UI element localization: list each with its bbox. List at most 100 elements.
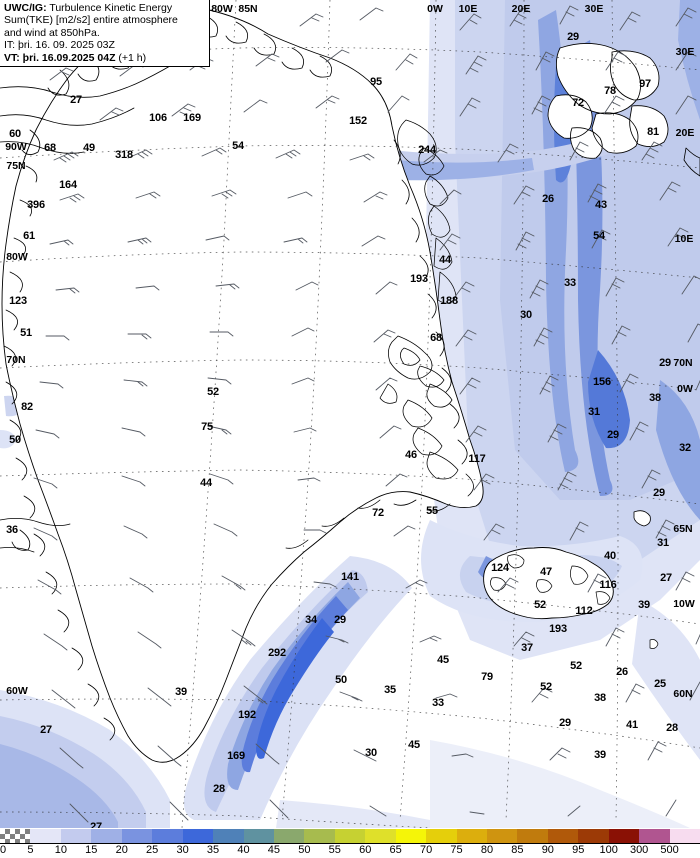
colorbar-swatch[interactable] xyxy=(517,829,548,844)
colorbar-swatch[interactable] xyxy=(365,829,396,844)
tke-value-label: 95 xyxy=(370,76,382,88)
tke-value-label: 40 xyxy=(604,550,616,562)
colorbar-swatch[interactable] xyxy=(152,829,183,844)
colorbar-tick: 70 xyxy=(419,844,433,856)
graticule-label-right-2: 10E xyxy=(674,233,694,245)
tke-value-label: 61 xyxy=(23,230,35,242)
tke-value-label: 43 xyxy=(595,199,607,211)
tke-value-label: 30 xyxy=(365,747,377,759)
tke-value-label: 25 xyxy=(654,678,666,690)
tke-value-label: 39 xyxy=(594,749,606,761)
colorbar-swatches[interactable] xyxy=(0,828,700,844)
tke-value-label: 50 xyxy=(9,434,21,446)
colorbar-tick: 50 xyxy=(298,844,311,856)
valid-time-row: VT: þri. 16.09.2025 04Z (+1 h) xyxy=(4,52,206,64)
colorbar-tick: 80 xyxy=(480,844,494,856)
colorbar-swatch[interactable] xyxy=(426,829,457,844)
graticule-label-left-1: 75N xyxy=(6,160,26,172)
tke-value-label: 81 xyxy=(647,126,659,138)
tke-value-label: 52 xyxy=(570,660,582,672)
colorbar-swatch[interactable] xyxy=(334,829,366,844)
tke-value-label: 188 xyxy=(440,295,458,307)
tke-value-label: 123 xyxy=(9,295,27,307)
graticule-label-right-0: 30E xyxy=(675,46,695,58)
tke-value-label: 29 xyxy=(567,31,579,43)
colorbar-tick: 100 xyxy=(599,844,618,856)
colorbar-tick: 75 xyxy=(450,844,463,856)
colorbar-swatch[interactable] xyxy=(639,829,670,844)
tke-value-label: 396 xyxy=(27,199,45,211)
graticule-label-top-0: 80W xyxy=(211,3,233,15)
tke-value-label: 106 xyxy=(149,112,167,124)
graticule-label-top-5: 30E xyxy=(584,3,604,15)
tke-value-label: 39 xyxy=(638,599,650,611)
graticule-label-right-3: 70N xyxy=(673,357,693,369)
colorbar[interactable]: 0 5 10 15 20 25 30 35 40 45 50 55 60 65 70 75 80 85 90 95 10… xyxy=(0,828,700,858)
title-product-2-row: Sum(TKE) [m2/s2] entire atmosphere xyxy=(4,14,206,26)
colorbar-swatch[interactable] xyxy=(578,829,609,844)
title-product-3: and wind at 850hPa. xyxy=(4,26,100,39)
tke-value-label: 33 xyxy=(564,277,576,289)
colorbar-tick: 25 xyxy=(146,844,159,856)
init-time-row: IT: þri. 16. 09. 2025 03Z xyxy=(4,39,206,51)
tke-value-label: 116 xyxy=(599,579,617,591)
graticule-label-left-2: 80W xyxy=(6,251,28,263)
colorbar-swatch[interactable] xyxy=(547,829,579,844)
graticule-label-top-1: 85N xyxy=(238,3,258,15)
wind-barbs xyxy=(33,5,700,823)
colorbar-swatch[interactable] xyxy=(304,829,335,844)
tke-value-label: 117 xyxy=(468,453,486,465)
tke-value-label: 32 xyxy=(679,442,691,454)
graticule-label-top-3: 10E xyxy=(458,3,478,15)
colorbar-tick: 40 xyxy=(237,844,250,856)
tke-value-label: 29 xyxy=(607,429,619,441)
colorbar-swatch[interactable] xyxy=(121,829,153,844)
colorbar-swatch[interactable] xyxy=(0,829,31,844)
tke-value-label: 46 xyxy=(405,449,417,461)
tke-value-label: 82 xyxy=(21,401,33,413)
colorbar-swatch[interactable] xyxy=(182,829,214,844)
colorbar-swatch[interactable] xyxy=(608,829,640,844)
colorbar-tick: 300 xyxy=(629,844,649,856)
graticule-label-right-6: 10W xyxy=(673,598,695,610)
tke-value-label: 44 xyxy=(200,477,212,489)
valid-time-value: þri. 16.09.2025 04Z xyxy=(22,51,116,64)
map-canvas[interactable]: 80W 85N 0W 10E 20E 30E 30E 20E 10E 70N 0… xyxy=(0,0,700,828)
tke-value-label: 51 xyxy=(20,327,32,339)
tke-value-label: 26 xyxy=(616,666,628,678)
tke-value-label: 26 xyxy=(542,193,554,205)
tke-value-label: 72 xyxy=(572,97,584,109)
colorbar-swatch[interactable] xyxy=(395,829,427,844)
tke-value-label: 112 xyxy=(575,605,593,617)
tke-value-label: 29 xyxy=(559,717,571,729)
colorbar-tick: 60 xyxy=(359,844,372,856)
tke-value-label: 68 xyxy=(430,332,442,344)
tke-value-label: 193 xyxy=(549,623,567,635)
tke-value-label: 55 xyxy=(426,505,438,517)
tke-value-label: 52 xyxy=(540,681,552,693)
colorbar-swatch[interactable] xyxy=(669,829,700,844)
graticule-label-top-2: 0W xyxy=(427,3,443,15)
colorbar-swatch[interactable] xyxy=(91,829,122,844)
tke-value-label: 41 xyxy=(626,719,638,731)
tke-value-label: 68 xyxy=(44,142,56,154)
graticule-label-right-1: 20E xyxy=(675,127,695,139)
colorbar-tick: 55 xyxy=(328,844,341,856)
colorbar-tick: 35 xyxy=(206,844,220,856)
tke-value-label: 35 xyxy=(384,684,396,696)
colorbar-swatch[interactable] xyxy=(30,829,61,844)
graticule-label-left-0: 90W xyxy=(5,141,27,153)
colorbar-swatch[interactable] xyxy=(213,829,244,844)
tke-value-label: 47 xyxy=(540,566,552,578)
tke-value-label: 54 xyxy=(232,140,244,152)
init-time-value: þri. 16. 09. 2025 03Z xyxy=(18,39,115,52)
colorbar-swatch[interactable] xyxy=(456,829,487,844)
colorbar-swatch[interactable] xyxy=(273,829,305,844)
graticule-label-top-4: 20E xyxy=(511,3,531,15)
colorbar-swatch[interactable] xyxy=(60,829,92,844)
tke-value-label: 28 xyxy=(213,783,225,795)
tke-value-label: 52 xyxy=(534,599,546,611)
colorbar-swatch[interactable] xyxy=(487,829,518,844)
colorbar-swatch[interactable] xyxy=(243,829,274,844)
